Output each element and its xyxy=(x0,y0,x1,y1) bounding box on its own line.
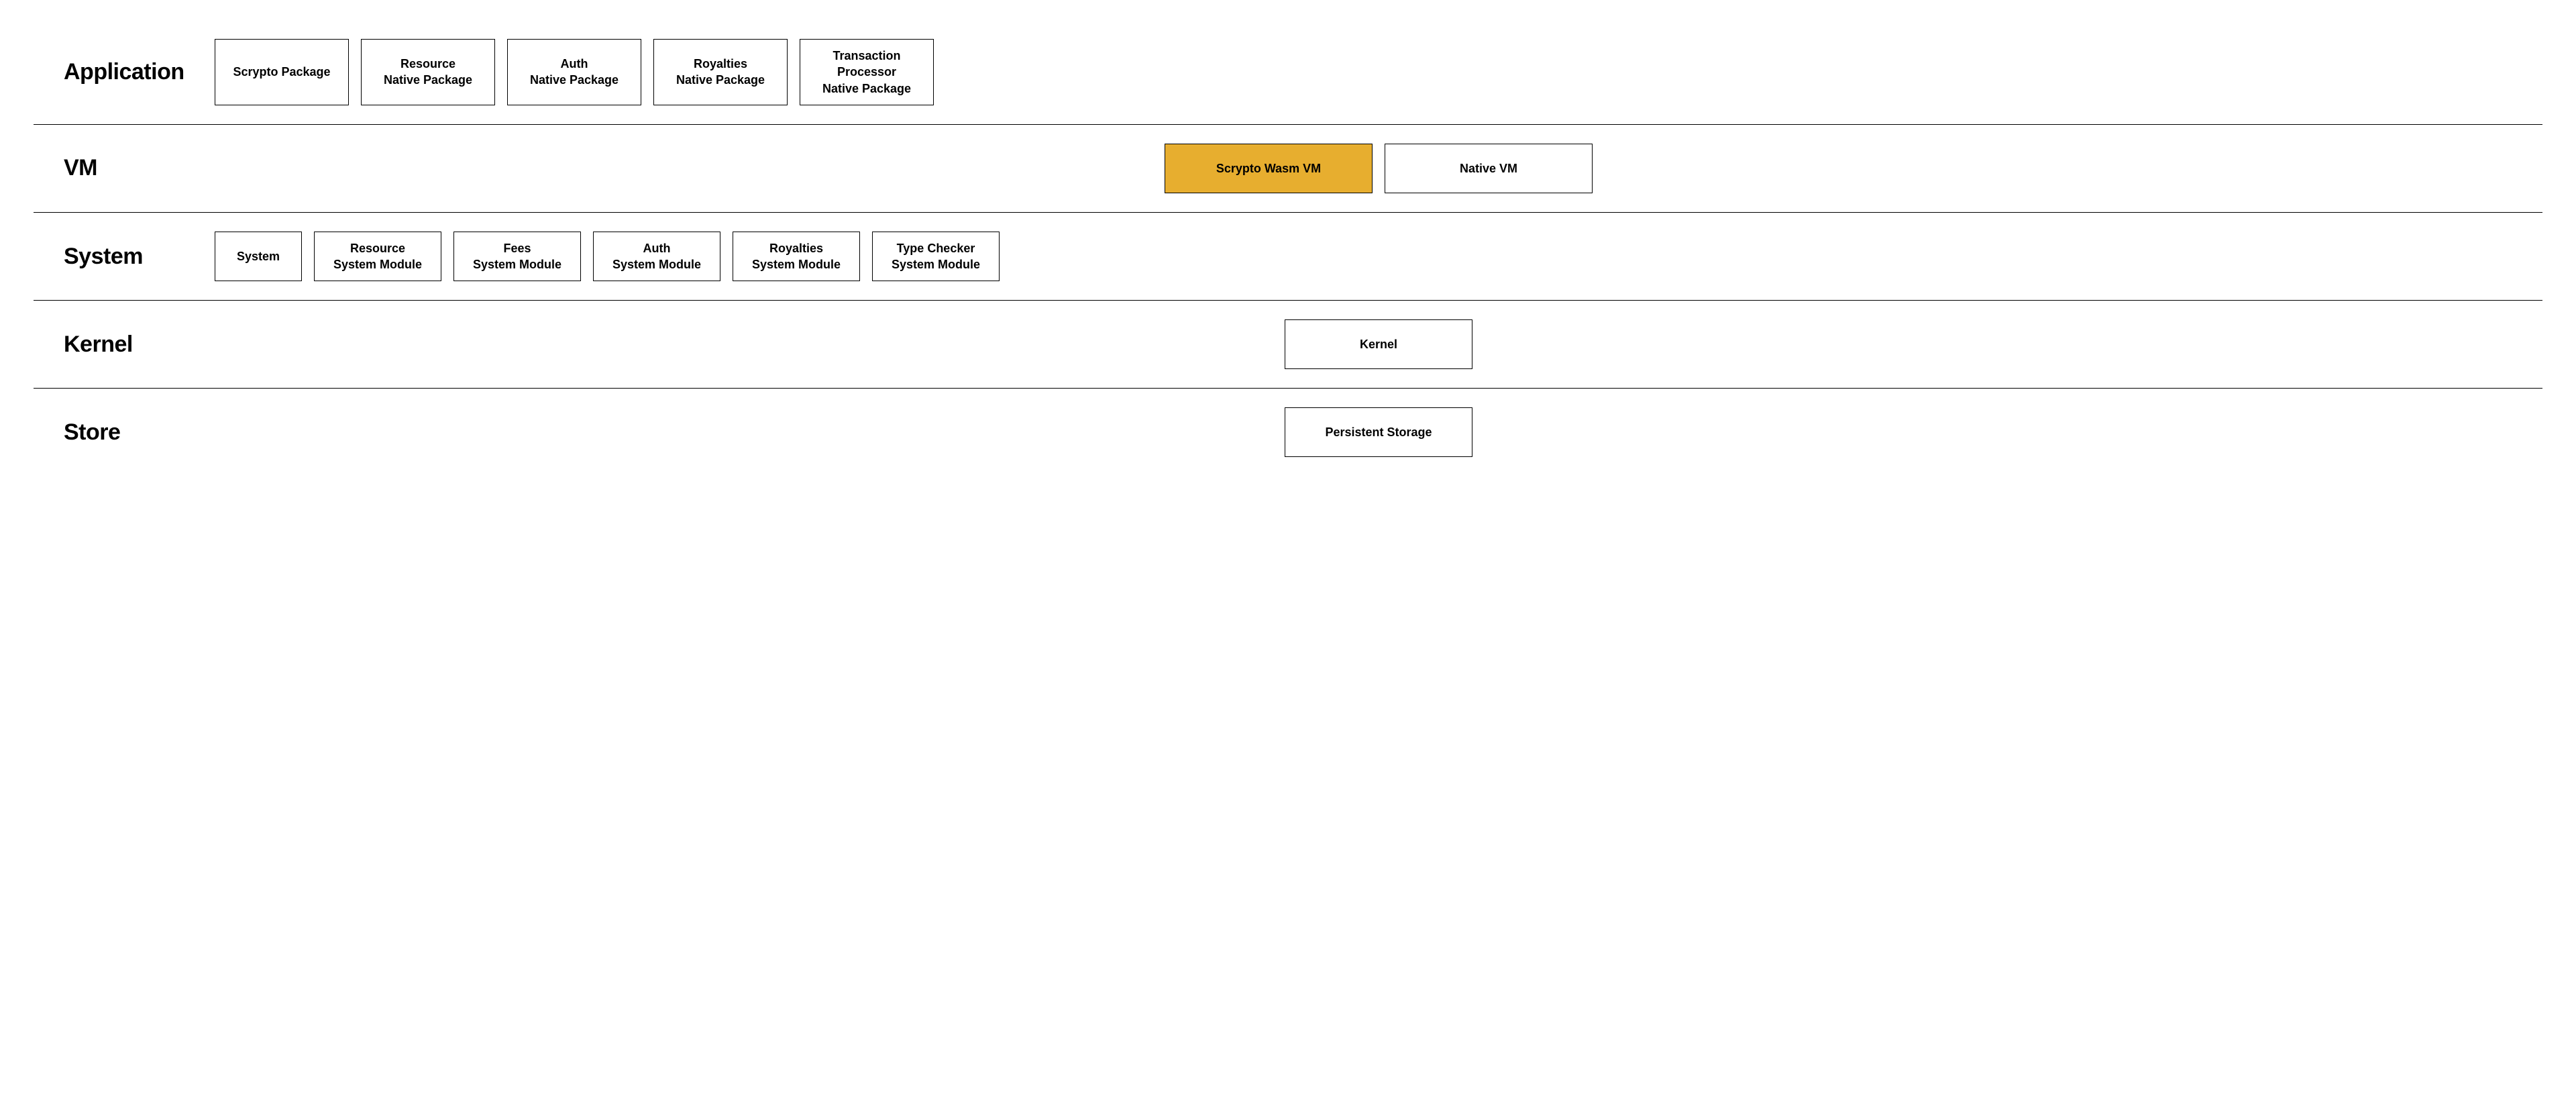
arch-box: Scrypto Package xyxy=(215,39,349,105)
architecture-diagram: ApplicationScrypto PackageResource Nativ… xyxy=(34,20,2542,476)
layer-boxes: SystemResource System ModuleFees System … xyxy=(215,232,2542,282)
layer-title: Store xyxy=(34,419,215,446)
layer-boxes: Kernel xyxy=(215,319,2542,369)
arch-box: Auth Native Package xyxy=(507,39,641,105)
layer-title: VM xyxy=(34,155,215,181)
arch-box: Persistent Storage xyxy=(1285,407,1472,457)
arch-box: Royalties System Module xyxy=(733,232,860,282)
layer-application: ApplicationScrypto PackageResource Nativ… xyxy=(34,20,2542,125)
arch-box: Kernel xyxy=(1285,319,1472,369)
arch-box: Resource Native Package xyxy=(361,39,495,105)
arch-box: Type Checker System Module xyxy=(872,232,1000,282)
layer-title: Application xyxy=(34,59,215,85)
arch-box: Resource System Module xyxy=(314,232,441,282)
arch-box: Royalties Native Package xyxy=(653,39,788,105)
arch-box: System xyxy=(215,232,302,282)
layer-boxes: Persistent Storage xyxy=(215,407,2542,457)
arch-box: Fees System Module xyxy=(453,232,581,282)
layer-vm: VMScrypto Wasm VMNative VM xyxy=(34,125,2542,213)
layer-title: System xyxy=(34,244,215,270)
layer-kernel: Kernel Kernel xyxy=(34,301,2542,389)
layer-store: Store Persistent Storage xyxy=(34,389,2542,476)
layer-boxes: Scrypto Wasm VMNative VM xyxy=(215,144,2542,193)
layer-title: Kernel xyxy=(34,332,215,358)
arch-box: Auth System Module xyxy=(593,232,720,282)
layer-system: SystemSystemResource System ModuleFees S… xyxy=(34,213,2542,301)
arch-box: Native VM xyxy=(1385,144,1593,193)
arch-box: Scrypto Wasm VM xyxy=(1165,144,1373,193)
arch-box: Transaction Processor Native Package xyxy=(800,39,934,105)
layer-boxes: Scrypto PackageResource Native PackageAu… xyxy=(215,39,2542,105)
